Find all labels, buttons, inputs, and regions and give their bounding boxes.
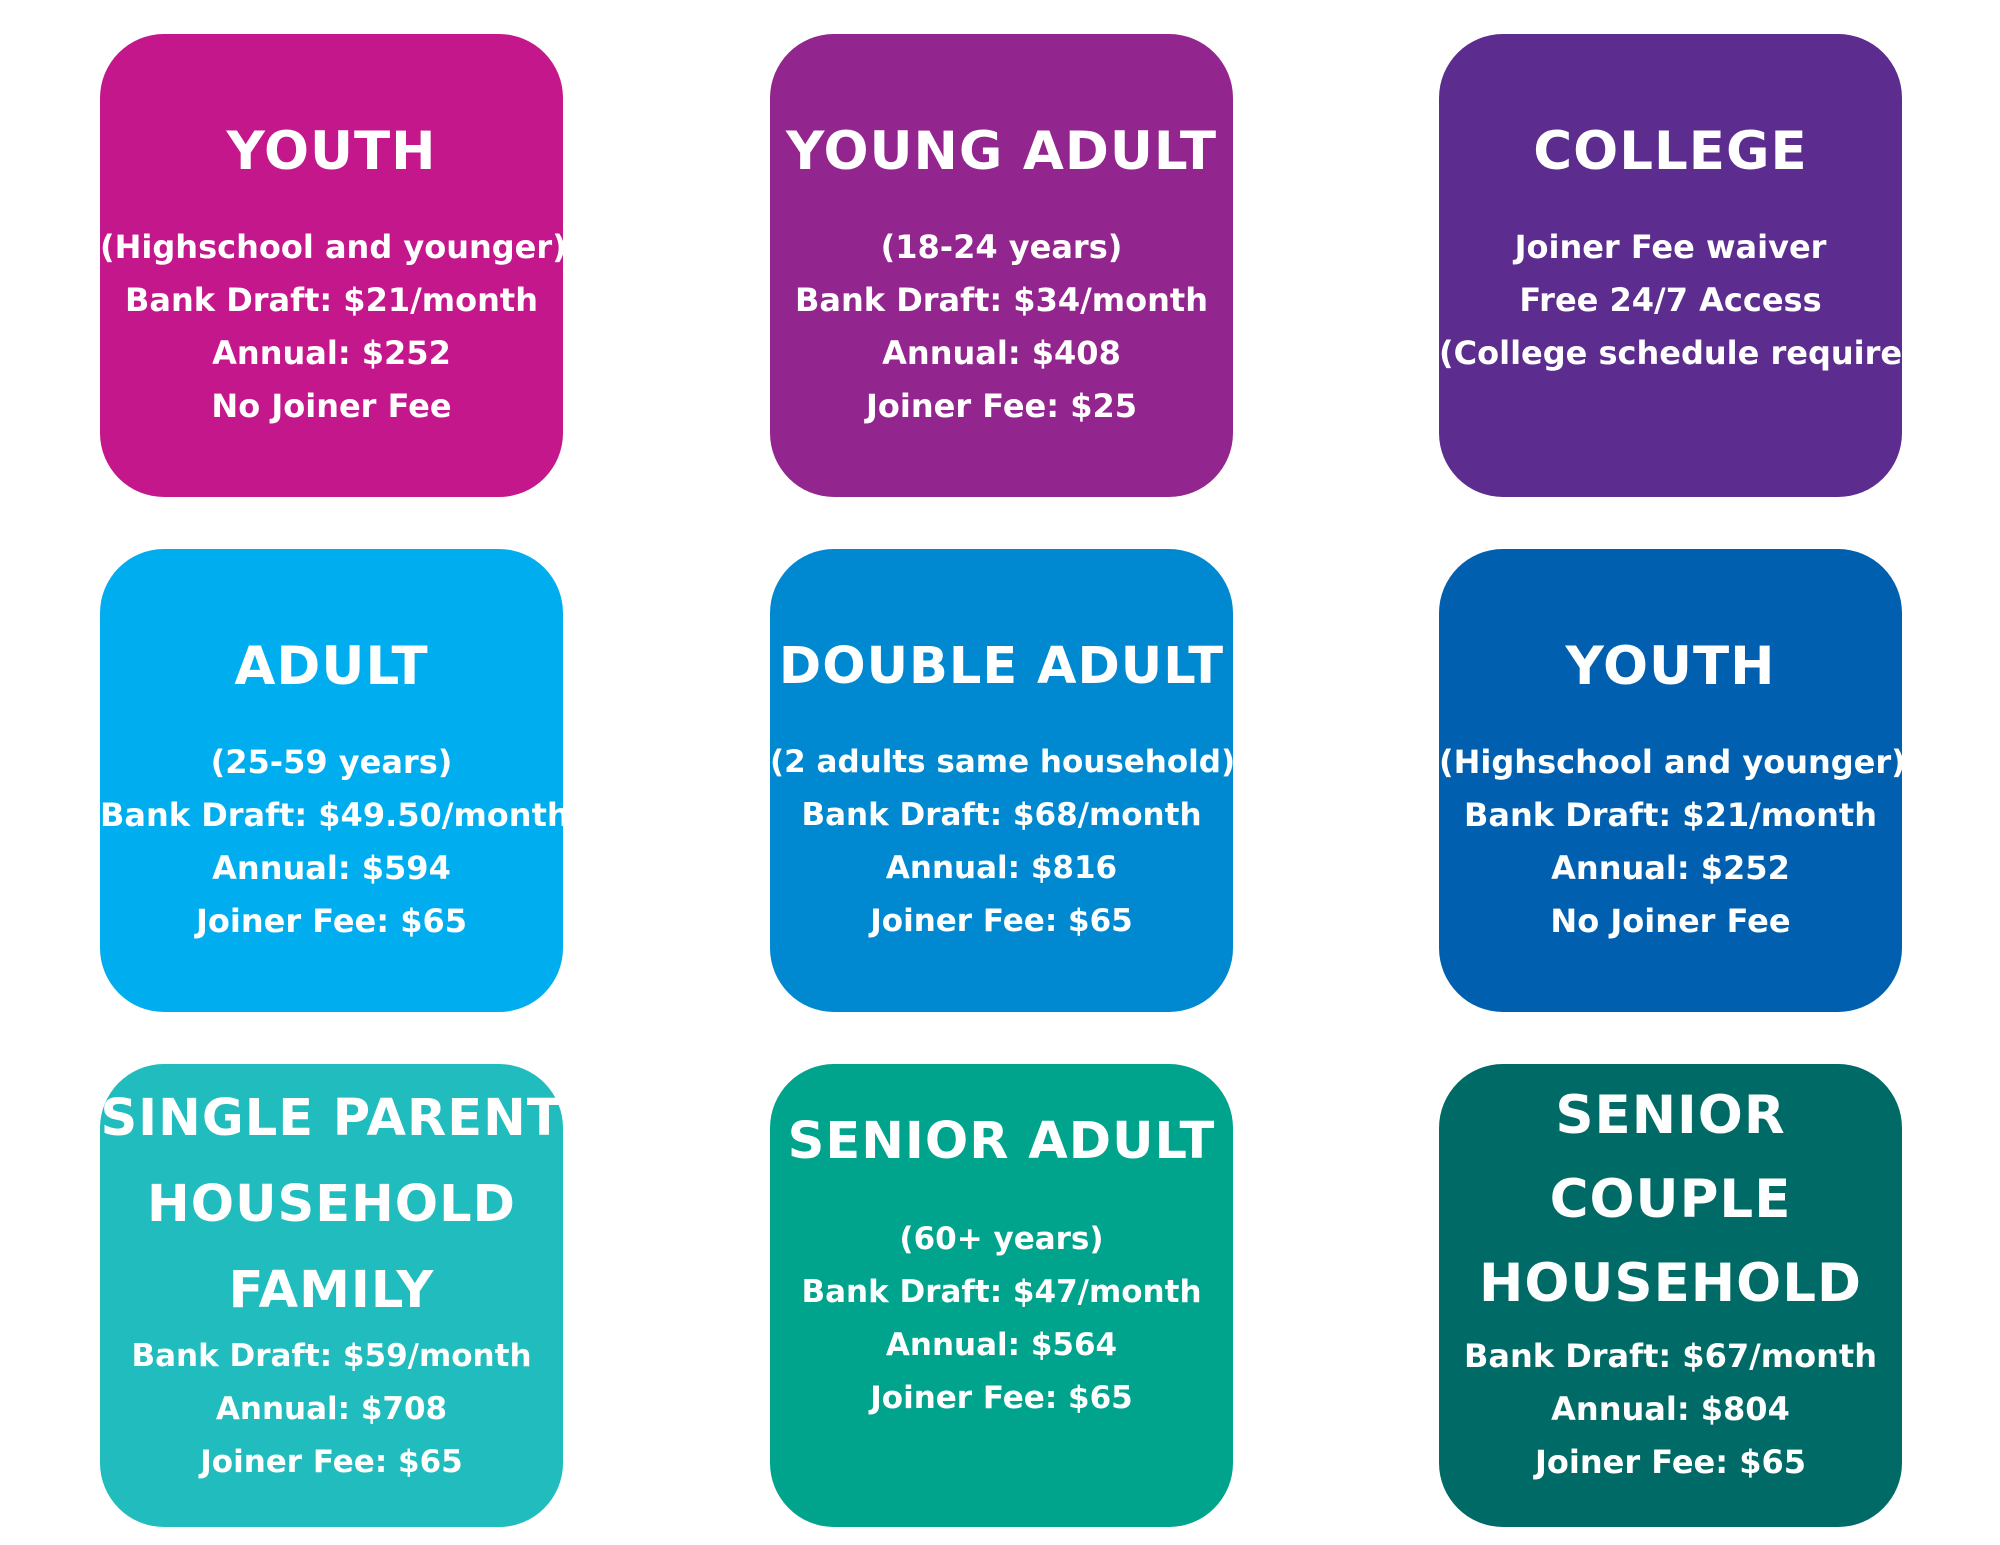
card-detail-line: Bank Draft: $47/month bbox=[801, 1274, 1202, 1310]
card-title-line: SENIOR bbox=[1555, 1085, 1786, 1146]
card-detail-line: Bank Draft: $59/month bbox=[131, 1338, 532, 1374]
card-title: SENIOR COUPLE HOUSEHOLD bbox=[1439, 1074, 1902, 1326]
card-detail-line: (College schedule required) bbox=[1439, 334, 1940, 372]
card-details: Bank Draft: $59/month Annual: $708 Joine… bbox=[100, 1330, 563, 1489]
card-detail-line: No Joiner Fee bbox=[1550, 902, 1791, 940]
card-details: (2 adults same household) Bank Draft: $6… bbox=[770, 736, 1236, 948]
card-detail-line: Bank Draft: $21/month bbox=[1464, 796, 1877, 834]
card-detail-line: (60+ years) bbox=[899, 1221, 1104, 1257]
card-title-line: HOUSEHOLD bbox=[1478, 1253, 1862, 1314]
card-detail-line: Joiner Fee: $65 bbox=[870, 903, 1133, 939]
card-title: ADULT bbox=[234, 636, 429, 697]
membership-card-adult: ADULT (25-59 years) Bank Draft: $49.50/m… bbox=[100, 549, 570, 1012]
card-detail-line: Annual: $816 bbox=[885, 850, 1118, 886]
card-title: YOUTH bbox=[1565, 636, 1776, 697]
card-detail-line: Annual: $408 bbox=[882, 334, 1121, 372]
card-title: YOUNG ADULT bbox=[785, 121, 1218, 182]
card-title: YOUTH bbox=[226, 121, 437, 182]
membership-card-double-adult: DOUBLE ADULT (2 adults same household) B… bbox=[770, 549, 1236, 1012]
card-detail-line: Free 24/7 Access bbox=[1519, 281, 1822, 319]
membership-card-youth: YOUTH (Highschool and younger) Bank Draf… bbox=[100, 34, 567, 497]
card-details: (Highschool and younger) Bank Draft: $21… bbox=[100, 221, 567, 433]
card-detail-line: Bank Draft: $34/month bbox=[795, 281, 1208, 319]
membership-card-young-adult: YOUNG ADULT (18-24 years) Bank Draft: $3… bbox=[770, 34, 1233, 497]
card-detail-line: Annual: $804 bbox=[1551, 1390, 1790, 1428]
card-detail-line: Annual: $708 bbox=[215, 1391, 448, 1427]
card-details: (25-59 years) Bank Draft: $49.50/month A… bbox=[100, 736, 570, 948]
card-details: Joiner Fee waiver Free 24/7 Access (Coll… bbox=[1439, 221, 1940, 380]
card-title: SINGLE PARENT HOUSEHOLD FAMILY bbox=[100, 1076, 563, 1334]
membership-card-senior-adult: SENIOR ADULT (60+ years) Bank Draft: $47… bbox=[770, 1064, 1233, 1527]
membership-card-single-parent-family: SINGLE PARENT HOUSEHOLD FAMILY Bank Draf… bbox=[100, 1064, 563, 1527]
membership-card-college: COLLEGE Joiner Fee waiver Free 24/7 Acce… bbox=[1439, 34, 1940, 497]
card-detail-line: Joiner Fee: $25 bbox=[866, 387, 1137, 425]
card-detail-line: Annual: $252 bbox=[212, 334, 451, 372]
card-detail-line: No Joiner Fee bbox=[211, 387, 452, 425]
card-detail-line: (2 adults same household) bbox=[770, 744, 1236, 780]
card-title: DOUBLE ADULT bbox=[778, 637, 1225, 696]
card-detail-line: Bank Draft: $49.50/month bbox=[100, 796, 570, 834]
card-detail-line: Bank Draft: $21/month bbox=[125, 281, 538, 319]
card-title-line: COUPLE bbox=[1549, 1169, 1792, 1230]
card-title-line: HOUSEHOLD bbox=[147, 1175, 516, 1234]
card-detail-line: Bank Draft: $68/month bbox=[801, 797, 1202, 833]
card-title-line: FAMILY bbox=[228, 1261, 435, 1320]
card-details: Bank Draft: $67/month Annual: $804 Joine… bbox=[1439, 1330, 1902, 1489]
card-detail-line: (18-24 years) bbox=[880, 228, 1123, 266]
card-detail-line: Annual: $564 bbox=[885, 1327, 1118, 1363]
card-detail-line: (25-59 years) bbox=[210, 743, 453, 781]
card-title-line: SINGLE PARENT bbox=[100, 1089, 563, 1148]
card-details: (18-24 years) Bank Draft: $34/month Annu… bbox=[770, 221, 1233, 433]
card-details: (60+ years) Bank Draft: $47/month Annual… bbox=[770, 1213, 1233, 1425]
card-detail-line: Joiner Fee: $65 bbox=[870, 1380, 1133, 1416]
card-detail-line: Joiner Fee: $65 bbox=[1535, 1443, 1806, 1481]
card-detail-line: Annual: $594 bbox=[212, 849, 451, 887]
card-detail-line: (Highschool and younger) bbox=[1439, 743, 1906, 781]
card-detail-line: Bank Draft: $67/month bbox=[1464, 1337, 1877, 1375]
card-detail-line: Joiner Fee: $65 bbox=[196, 902, 467, 940]
card-detail-line: Annual: $252 bbox=[1551, 849, 1790, 887]
membership-card-youth-2: YOUTH (Highschool and younger) Bank Draf… bbox=[1439, 549, 1906, 1012]
card-detail-line: Joiner Fee: $65 bbox=[200, 1444, 463, 1480]
card-detail-line: (Highschool and younger) bbox=[100, 228, 567, 266]
membership-card-senior-couple-household: SENIOR COUPLE HOUSEHOLD Bank Draft: $67/… bbox=[1439, 1064, 1902, 1527]
card-detail-line: Joiner Fee waiver bbox=[1514, 228, 1827, 266]
card-title: SENIOR ADULT bbox=[787, 1112, 1216, 1171]
card-title: COLLEGE bbox=[1533, 121, 1808, 182]
card-details: (Highschool and younger) Bank Draft: $21… bbox=[1439, 736, 1906, 948]
